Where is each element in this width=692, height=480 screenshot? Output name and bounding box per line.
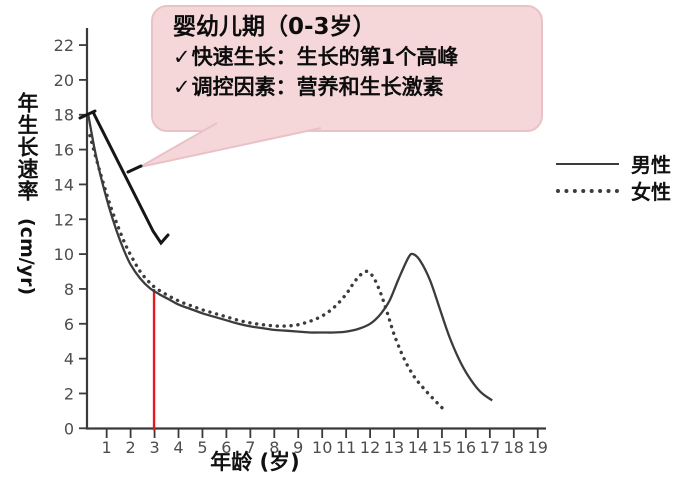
checkmark-icon: ✓ — [173, 45, 191, 69]
x-tick-label: 3 — [149, 438, 159, 457]
y-tick-label: 10 — [54, 245, 74, 264]
legend-item-female: 女性 — [556, 177, 671, 204]
series-curve-solid — [86, 112, 493, 402]
y-tick-label: 4 — [64, 350, 74, 369]
x-tick-label: 2 — [126, 438, 136, 457]
x-tick-label: 19 — [528, 438, 548, 457]
y-axis-label-text: 年生长速率 — [15, 92, 39, 202]
y-tick-label: 6 — [64, 315, 74, 334]
callout-line-text: 快速生长：生长的第1个高峰 — [191, 45, 459, 69]
y-tick-label: 16 — [54, 141, 74, 160]
x-tick-label: 14 — [408, 438, 428, 457]
x-axis-label: 年龄 (岁) — [210, 450, 300, 474]
range-bracket-annotation — [78, 109, 170, 246]
callout-title: 婴幼儿期（0-3岁） — [173, 14, 376, 40]
y-tick-label: 8 — [64, 280, 74, 299]
x-tick-label: 1 — [102, 438, 112, 457]
x-tick-label: 12 — [360, 438, 380, 457]
y-tick-label: 0 — [64, 419, 74, 438]
x-tick-label: 17 — [480, 438, 500, 457]
callout-line-text: 调控因素：营养和生长激素 — [191, 75, 444, 99]
series-curve-dotted — [88, 133, 446, 412]
legend-label-female: 女性 — [631, 180, 671, 204]
y-tick-label: 2 — [64, 384, 74, 403]
y-tick-label: 20 — [54, 71, 74, 90]
y-tick-label: 22 — [54, 36, 74, 55]
y-tick-label: 14 — [54, 175, 74, 194]
x-tick-label: 13 — [384, 438, 404, 457]
legend-label-male: 男性 — [631, 153, 671, 177]
dotted-line-icon — [556, 188, 619, 193]
y-tick-label: 18 — [54, 106, 74, 125]
y-axis-label: 年生长速率 (cm/yr) — [8, 92, 44, 295]
solid-line-icon — [556, 162, 619, 165]
callout-infancy: 婴幼儿期（0-3岁） ✓快速生长：生长的第1个高峰 ✓调控因素：营养和生长激素 — [151, 5, 543, 132]
legend: 男性 女性 — [556, 150, 671, 204]
checkmark-icon: ✓ — [173, 75, 191, 99]
callout-line: ✓调控因素：营养和生长激素 — [173, 72, 531, 102]
y-tick-label: 12 — [54, 210, 74, 229]
x-tick-label: 15 — [432, 438, 452, 457]
y-axis-unit-label: (cm/yr) — [16, 218, 38, 296]
legend-item-male: 男性 — [556, 150, 671, 177]
x-tick-label: 16 — [456, 438, 476, 457]
callout-line: ✓快速生长：生长的第1个高峰 — [173, 42, 531, 72]
x-tick-label: 18 — [504, 438, 524, 457]
